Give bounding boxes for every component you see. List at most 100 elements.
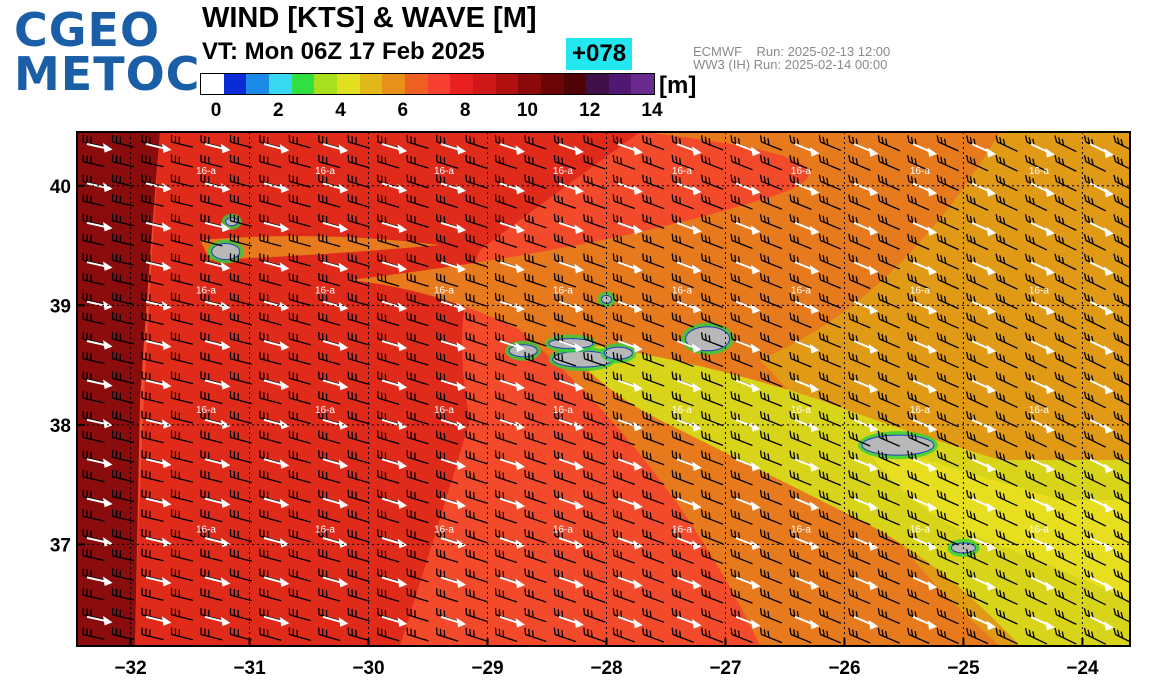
wind-arrow bbox=[676, 458, 702, 472]
wind-barb bbox=[759, 351, 783, 368]
wind-barb bbox=[494, 233, 518, 248]
colorbar-swatch bbox=[359, 74, 383, 94]
wind-barb bbox=[229, 154, 252, 168]
wind-barb bbox=[347, 568, 370, 583]
wind-barb bbox=[700, 233, 724, 249]
wind-arrow bbox=[1030, 615, 1055, 631]
colorbar-ticks: 0 2 4 6 8 10 12 14 bbox=[200, 100, 663, 124]
wind-barb bbox=[111, 233, 135, 247]
wind-barb bbox=[877, 273, 900, 290]
wind-barb bbox=[1113, 549, 1130, 564]
wind-barb bbox=[877, 135, 900, 152]
wind-barb bbox=[996, 648, 1017, 664]
wind-barb bbox=[111, 509, 135, 522]
colorbar-tick-label: 4 bbox=[335, 100, 346, 121]
wind-barb bbox=[288, 450, 311, 464]
wind-arrow bbox=[263, 143, 290, 154]
wind-arrow bbox=[322, 182, 349, 194]
wind-barb bbox=[789, 470, 812, 486]
wind-barb bbox=[347, 607, 370, 622]
wind-barb bbox=[377, 548, 400, 563]
wind-barb bbox=[170, 489, 194, 503]
wind-arrow bbox=[676, 615, 702, 629]
wind-barb bbox=[141, 509, 164, 523]
wind-barb bbox=[141, 391, 164, 404]
wind-barb bbox=[1054, 253, 1077, 271]
wind-arrow bbox=[204, 143, 231, 154]
wind-barb bbox=[995, 489, 1018, 507]
wind-arrow bbox=[676, 221, 702, 235]
wind-barb bbox=[141, 233, 164, 247]
wind-barb bbox=[583, 194, 606, 210]
wind-barb bbox=[406, 391, 429, 406]
wind-barb bbox=[848, 588, 871, 605]
wind-barb bbox=[435, 391, 459, 406]
wind-barb bbox=[1083, 312, 1107, 330]
wind-barb bbox=[200, 509, 223, 523]
wind-arrow bbox=[145, 497, 172, 508]
wind-speed-label: 16-a bbox=[672, 524, 692, 535]
wind-barb bbox=[995, 135, 1018, 152]
wind-barb bbox=[936, 155, 959, 172]
wind-barb bbox=[1113, 470, 1130, 485]
wind-barb bbox=[318, 312, 341, 326]
wind-barb bbox=[524, 391, 547, 406]
wind-barb bbox=[642, 489, 665, 505]
wind-barb bbox=[671, 233, 694, 249]
wind-barb bbox=[907, 509, 930, 526]
wind-barb bbox=[111, 253, 135, 266]
wind-barb bbox=[583, 273, 606, 288]
wind-barb bbox=[877, 371, 900, 388]
wind-barb bbox=[229, 253, 252, 267]
colorbar-swatch bbox=[540, 74, 564, 94]
colorbar-tick-label: 8 bbox=[459, 100, 471, 121]
wind-barb bbox=[1024, 391, 1048, 409]
model-runs: ECMWF Run: 2025-02-13 12:00 WW3 (IH) Run:… bbox=[693, 45, 890, 71]
wind-barb bbox=[1054, 155, 1077, 172]
wind-speed-label: 16-a bbox=[672, 285, 692, 296]
wind-barb bbox=[1113, 608, 1130, 623]
latitude-labels: 40 39 38 37 bbox=[50, 177, 71, 557]
wind-arrow bbox=[1030, 497, 1055, 513]
longitude-labels: −32 −31 −30 −29 −28 −27 −26 −25 −24 bbox=[114, 658, 1099, 679]
wind-barb bbox=[170, 253, 194, 267]
wind-arrow bbox=[146, 656, 169, 664]
wind-barb bbox=[377, 627, 400, 642]
wind-barb bbox=[82, 233, 105, 246]
wind-barb bbox=[583, 410, 606, 426]
wind-barb bbox=[524, 213, 547, 229]
wind-arrow bbox=[382, 656, 405, 665]
wind-barb bbox=[995, 470, 1018, 487]
wind-arrow bbox=[676, 418, 702, 432]
wind-barb bbox=[1113, 509, 1130, 525]
wind-barb bbox=[671, 588, 694, 604]
wind-barb bbox=[671, 470, 694, 486]
wind-barb bbox=[494, 627, 518, 642]
valid-time: VT: Mon 06Z 17 Feb 2025 bbox=[202, 38, 485, 65]
wind-speed-label: 16-a bbox=[910, 166, 930, 177]
wind-barb bbox=[877, 450, 900, 467]
wind-barb bbox=[759, 371, 783, 388]
wind-barb bbox=[465, 548, 488, 564]
wind-barb bbox=[377, 351, 400, 366]
wind-barb bbox=[877, 548, 900, 566]
wind-barb bbox=[435, 469, 459, 485]
colorbar-swatch bbox=[223, 74, 247, 94]
wind-barb bbox=[1024, 155, 1048, 172]
wind-arrow bbox=[676, 340, 702, 353]
wind-barb bbox=[141, 627, 164, 641]
wind-barb bbox=[82, 194, 105, 207]
wind-arrow bbox=[440, 458, 467, 470]
wind-barb bbox=[1083, 509, 1107, 527]
wind-barb bbox=[524, 548, 547, 564]
wind-barb bbox=[111, 410, 135, 424]
wind-barb bbox=[82, 213, 105, 227]
wind-barb bbox=[936, 470, 959, 487]
wind-barb bbox=[494, 194, 518, 209]
wind-barb bbox=[877, 627, 900, 644]
wind-barb bbox=[406, 233, 429, 248]
wind-arrow bbox=[558, 261, 584, 274]
wind-barb bbox=[848, 233, 871, 250]
wind-barb bbox=[494, 312, 518, 327]
wind-barb bbox=[877, 312, 900, 329]
